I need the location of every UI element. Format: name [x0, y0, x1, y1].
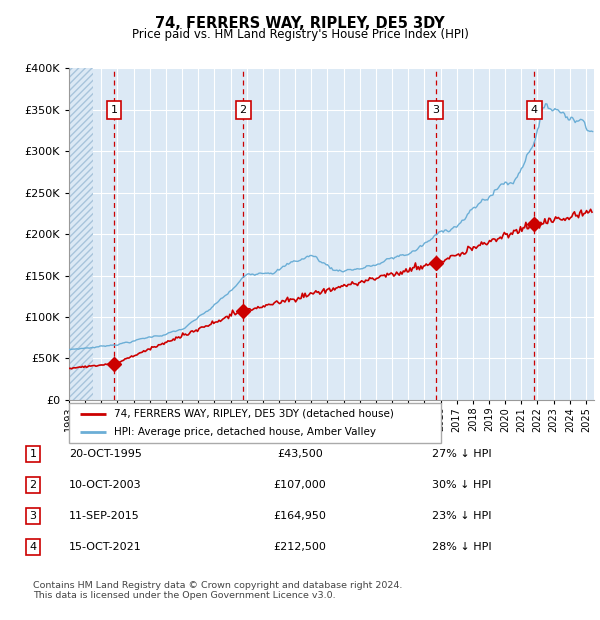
Text: £164,950: £164,950 — [274, 511, 326, 521]
Text: 23% ↓ HPI: 23% ↓ HPI — [432, 511, 491, 521]
Text: HPI: Average price, detached house, Amber Valley: HPI: Average price, detached house, Ambe… — [113, 427, 376, 438]
Text: 28% ↓ HPI: 28% ↓ HPI — [432, 542, 491, 552]
Text: 74, FERRERS WAY, RIPLEY, DE5 3DY: 74, FERRERS WAY, RIPLEY, DE5 3DY — [155, 16, 445, 30]
Text: 1: 1 — [29, 449, 37, 459]
Text: 11-SEP-2015: 11-SEP-2015 — [69, 511, 140, 521]
Text: 3: 3 — [29, 511, 37, 521]
Text: £107,000: £107,000 — [274, 480, 326, 490]
Text: 4: 4 — [29, 542, 37, 552]
Text: 2: 2 — [239, 105, 247, 115]
Text: 3: 3 — [432, 105, 439, 115]
FancyBboxPatch shape — [69, 403, 441, 443]
Text: £43,500: £43,500 — [277, 449, 323, 459]
Text: 20-OCT-1995: 20-OCT-1995 — [69, 449, 142, 459]
Text: 27% ↓ HPI: 27% ↓ HPI — [432, 449, 491, 459]
Text: 1: 1 — [110, 105, 118, 115]
Text: 10-OCT-2003: 10-OCT-2003 — [69, 480, 142, 490]
Text: 2: 2 — [29, 480, 37, 490]
Bar — [69, 68, 93, 400]
Text: 4: 4 — [530, 105, 538, 115]
Text: Contains HM Land Registry data © Crown copyright and database right 2024.
This d: Contains HM Land Registry data © Crown c… — [33, 580, 403, 600]
Text: £212,500: £212,500 — [274, 542, 326, 552]
Text: 30% ↓ HPI: 30% ↓ HPI — [432, 480, 491, 490]
Text: 15-OCT-2021: 15-OCT-2021 — [69, 542, 142, 552]
Text: 74, FERRERS WAY, RIPLEY, DE5 3DY (detached house): 74, FERRERS WAY, RIPLEY, DE5 3DY (detach… — [113, 409, 394, 419]
Text: Price paid vs. HM Land Registry's House Price Index (HPI): Price paid vs. HM Land Registry's House … — [131, 28, 469, 41]
